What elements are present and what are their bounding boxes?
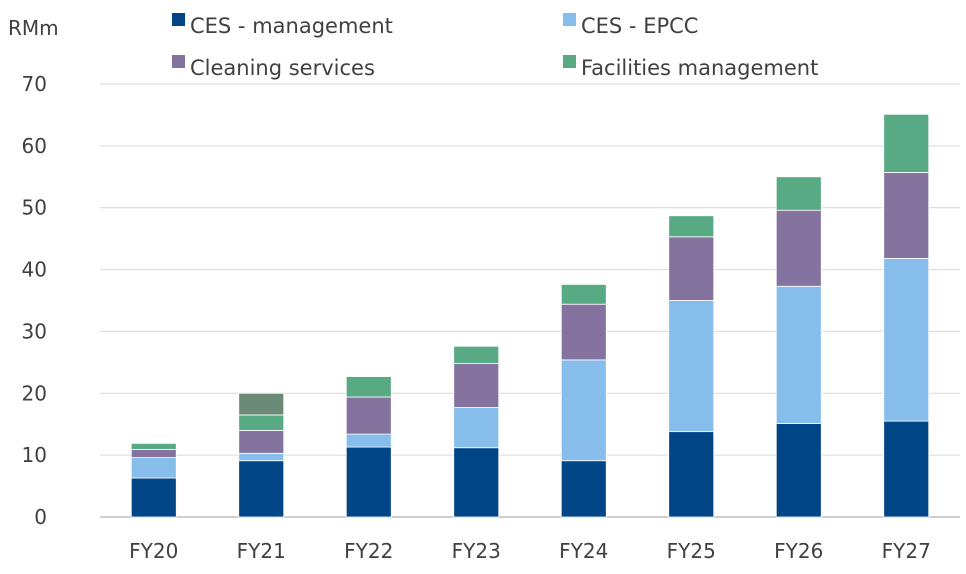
y-axis-ticks: 0 10 20 30 40 50 60 70 [22, 72, 47, 529]
bar-fy22-ces-epcc [345, 433, 392, 448]
bar-fy20-ces-epcc [130, 457, 177, 479]
bar-fy25-ces-epcc [668, 300, 715, 433]
x-axis-labels: FY20 FY21 FY22 FY23 FY24 FY25 FY26 FY27 [129, 539, 931, 563]
y-tick-label: 50 [22, 196, 47, 220]
bar-fy21-cleaning-services [238, 429, 285, 454]
bar-fy23-ces-epcc [453, 407, 500, 449]
bar-fy26-facilities-management [775, 176, 822, 211]
bar-fy22-cleaning-services [345, 396, 392, 435]
legend-swatch-cleaning-services [172, 55, 185, 68]
x-tick-label: FY25 [667, 539, 716, 563]
bar-fy27-ces-management [883, 420, 930, 518]
bar-fy22-facilities-management [345, 376, 392, 398]
bar-fy27-cleaning-services [883, 172, 930, 259]
y-tick-label: 0 [34, 505, 47, 529]
x-tick-label: FY22 [344, 539, 393, 563]
x-tick-label: FY27 [882, 539, 931, 563]
bar-fy21-ces-management [238, 460, 285, 518]
y-tick-label: 20 [22, 381, 47, 405]
bar-fy22-ces-management [345, 446, 392, 518]
legend-label-facilities-management: Facilities management [581, 56, 818, 80]
y-tick-label: 30 [22, 319, 47, 343]
bar-fy26-ces-epcc [775, 285, 822, 424]
bar-fy25-cleaning-services [668, 236, 715, 301]
bar-fy24-ces-epcc [560, 359, 607, 462]
bar-fy25-ces-management [668, 431, 715, 518]
y-axis-unit-label: RMm [8, 16, 59, 40]
bar-fy21-facilities-management [238, 414, 285, 431]
bar-fy21-extra-segment [238, 392, 285, 416]
legend-swatch-ces-epcc [563, 13, 576, 26]
bar-fy27-facilities-management [883, 113, 930, 173]
bar-fy26-cleaning-services [775, 209, 822, 287]
legend-swatch-facilities-management [563, 55, 576, 68]
y-tick-label: 70 [22, 72, 47, 96]
x-tick-label: FY21 [237, 539, 286, 563]
bar-fy20-cleaning-services [130, 449, 177, 459]
x-tick-label: FY20 [129, 539, 178, 563]
bar-fy24-facilities-management [560, 284, 607, 305]
y-tick-label: 10 [22, 443, 47, 467]
x-tick-label: FY26 [774, 539, 823, 563]
y-tick-label: 40 [22, 258, 47, 282]
legend-label-cleaning-services: Cleaning services [190, 56, 375, 80]
bars [130, 113, 930, 518]
bar-fy25-facilities-management [668, 215, 715, 238]
legend: CES - management CES - EPCC Cleaning ser… [172, 13, 818, 80]
bar-fy24-cleaning-services [560, 303, 607, 361]
bar-fy23-facilities-management [453, 345, 500, 364]
bar-fy24-ces-management [560, 460, 607, 518]
legend-swatch-ces-management [172, 13, 185, 26]
legend-label-ces-management: CES - management [190, 14, 393, 38]
bar-fy27-ces-epcc [883, 258, 930, 422]
gridlines [100, 83, 960, 518]
y-tick-label: 60 [22, 134, 47, 158]
bar-fy21-ces-epcc [238, 452, 285, 462]
bar-fy20-ces-management [130, 477, 177, 518]
x-tick-label: FY24 [559, 539, 608, 563]
x-tick-label: FY23 [452, 539, 501, 563]
bar-fy23-ces-management [453, 447, 500, 518]
legend-label-ces-epcc: CES - EPCC [581, 14, 698, 38]
bar-fy26-ces-management [775, 423, 822, 518]
bar-fy23-cleaning-services [453, 363, 500, 408]
bar-fy20-facilities-management [130, 442, 177, 450]
